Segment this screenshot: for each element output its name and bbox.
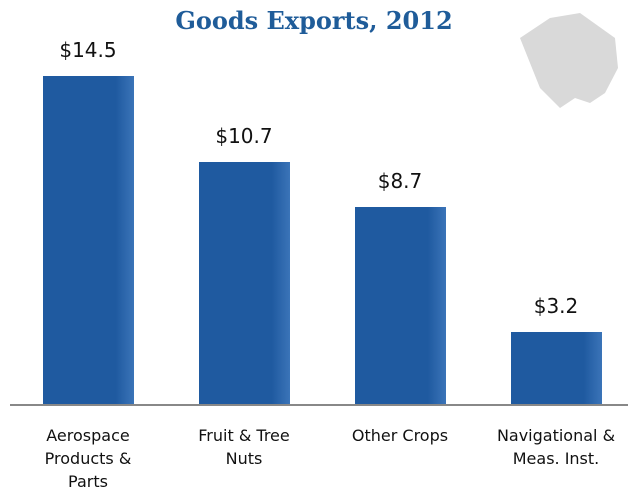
value-label: $3.2 xyxy=(533,293,579,318)
bar xyxy=(198,162,290,404)
bar xyxy=(510,331,602,404)
x-tick-label: Fruit & Tree Nuts xyxy=(198,426,290,468)
chart-title: Goods Exports, 2012 xyxy=(175,6,453,35)
island-silhouette xyxy=(520,13,618,108)
x-tick-label: Aerospace Products & Parts xyxy=(44,426,132,491)
bar xyxy=(42,76,134,404)
value-label: $10.7 xyxy=(215,124,273,149)
value-label: $14.5 xyxy=(59,38,117,63)
x-tick-label: Navigational & Meas. Inst. xyxy=(496,426,616,468)
baseline xyxy=(10,404,628,406)
value-label: $8.7 xyxy=(377,169,423,194)
bar xyxy=(354,207,446,404)
x-tick-label: Other Crops xyxy=(351,426,449,445)
